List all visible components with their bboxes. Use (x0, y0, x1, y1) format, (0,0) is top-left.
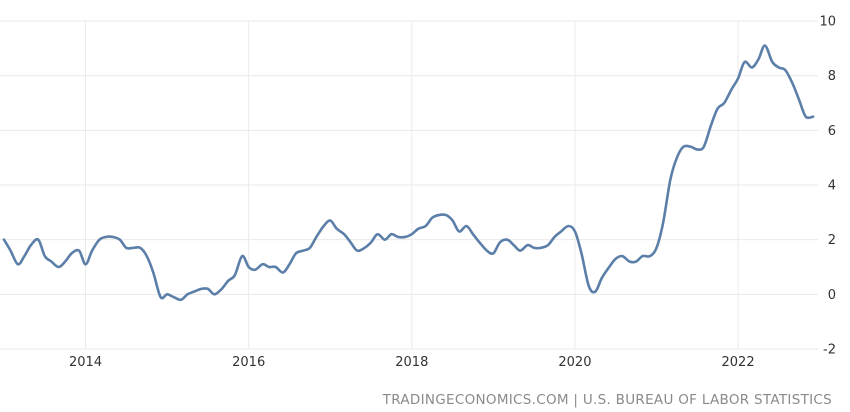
y-tick-label: 4 (828, 179, 836, 194)
y-tick-label: 0 (828, 288, 836, 303)
y-tick-label: 6 (828, 124, 836, 139)
y-tick-label: 2 (828, 233, 836, 248)
x-tick-label: 2022 (722, 355, 755, 370)
y-tick-label: 8 (828, 69, 836, 84)
x-tick-label: 2018 (395, 355, 428, 370)
y-axis-ticks: -2 0 2 4 6 8 10 (819, 15, 836, 358)
y-tick-label: 10 (819, 15, 836, 30)
y-tick-label: -2 (823, 343, 836, 358)
x-tick-label: 2020 (558, 355, 591, 370)
grid-lines (0, 20, 818, 350)
series-line (2, 44, 815, 302)
x-axis-ticks: 2014 2016 2018 2020 2022 (69, 355, 755, 370)
source-caption: TRADINGECONOMICS.COM | U.S. BUREAU OF LA… (382, 392, 832, 408)
x-tick-label: 2016 (232, 355, 265, 370)
x-tick-label: 2014 (69, 355, 102, 370)
series-layer (2, 44, 815, 302)
